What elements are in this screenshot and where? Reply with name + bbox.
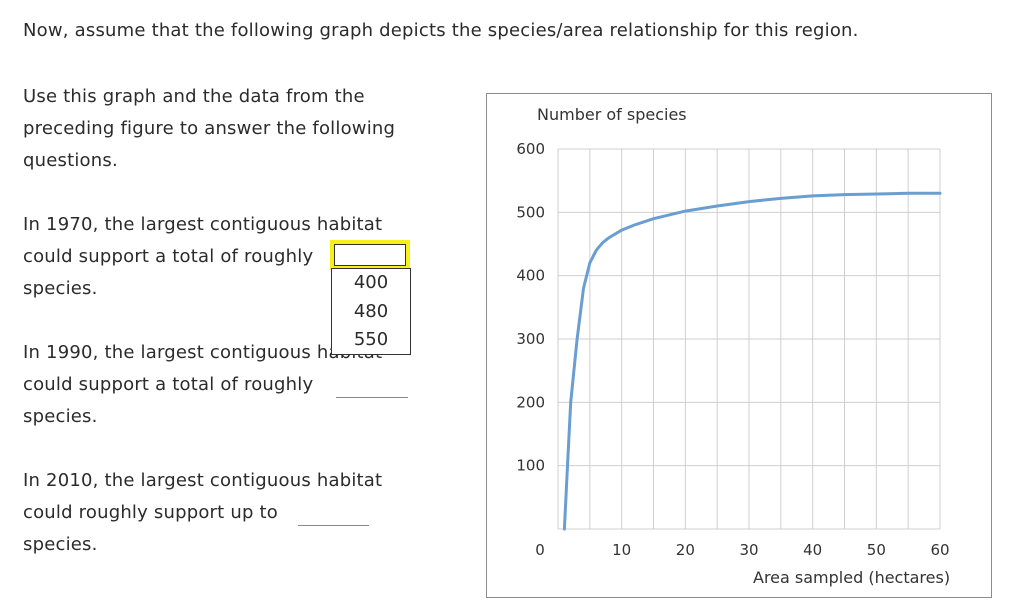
question-1-selected-value — [334, 244, 406, 266]
question-2-line-2: could support a total of roughly — [23, 374, 314, 395]
x-tick-label: 30 — [739, 541, 758, 559]
question-2-paragraph: In 1990, the largest contiguous habitat … — [23, 337, 382, 433]
instructions-line-3: questions. — [23, 150, 118, 171]
instructions-line-1: Use this graph and the data from the — [23, 86, 365, 107]
question-1-paragraph: In 1970, the largest contiguous habitat … — [23, 209, 382, 305]
y-tick-label: 400 — [516, 267, 545, 285]
x-axis-label: Area sampled (hectares) — [753, 568, 950, 587]
dropdown-option-400[interactable]: 400 — [353, 272, 389, 293]
x-tick-label: 60 — [930, 541, 949, 559]
chart-grid — [557, 148, 941, 530]
x-tick-label: 0 — [535, 541, 545, 559]
x-tick-label: 40 — [803, 541, 822, 559]
question-3-line-3: species. — [23, 534, 98, 555]
question-1-answer-dropdown[interactable] — [330, 240, 410, 270]
question-3-line-1: In 2010, the largest contiguous habitat — [23, 470, 383, 491]
y-tick-label: 200 — [516, 393, 545, 411]
x-tick-label: 50 — [867, 541, 886, 559]
instructions-paragraph: Use this graph and the data from the pre… — [23, 81, 395, 177]
question-1-line-2: could support a total of roughly — [23, 246, 314, 267]
y-axis-label: Number of species — [537, 105, 687, 124]
y-tick-label: 100 — [516, 457, 545, 475]
question-2-answer-dropdown[interactable] — [336, 397, 408, 398]
x-tick-label: 20 — [676, 541, 695, 559]
question-2-line-1: In 1990, the largest contiguous habitat — [23, 342, 383, 363]
question-3-paragraph: In 2010, the largest contiguous habitat … — [23, 465, 382, 561]
dropdown-option-480[interactable]: 480 — [353, 300, 389, 322]
question-3-answer-dropdown[interactable] — [298, 525, 369, 526]
species-area-curve — [562, 191, 942, 531]
question-2-line-3: species. — [23, 406, 98, 427]
question-1-line-3: species. — [23, 278, 98, 299]
instructions-line-2: preceding figure to answer the following — [23, 118, 396, 139]
y-tick-label: 500 — [516, 203, 545, 221]
x-tick-label: 10 — [612, 541, 631, 559]
species-area-chart: 100 200 300 400 500 600 0 10 20 30 40 50 60 Number o… — [486, 93, 992, 598]
question-1-line-1: In 1970, the largest contiguous habitat — [23, 214, 383, 235]
y-tick-label: 600 — [516, 140, 545, 158]
chart-tick-labels: 100 200 300 400 500 600 0 10 20 30 40 50 60 — [516, 140, 949, 559]
intro-text: Now, assume that the following graph dep… — [23, 20, 859, 41]
question-1-options-list: 400 480 550 — [331, 268, 411, 355]
question-3-line-2: could roughly support up to — [23, 502, 278, 523]
dropdown-option-550[interactable]: 550 — [353, 329, 389, 350]
y-tick-label: 300 — [516, 330, 545, 348]
chart-svg: 100 200 300 400 500 600 0 10 20 30 40 50 60 Number o… — [516, 105, 950, 587]
